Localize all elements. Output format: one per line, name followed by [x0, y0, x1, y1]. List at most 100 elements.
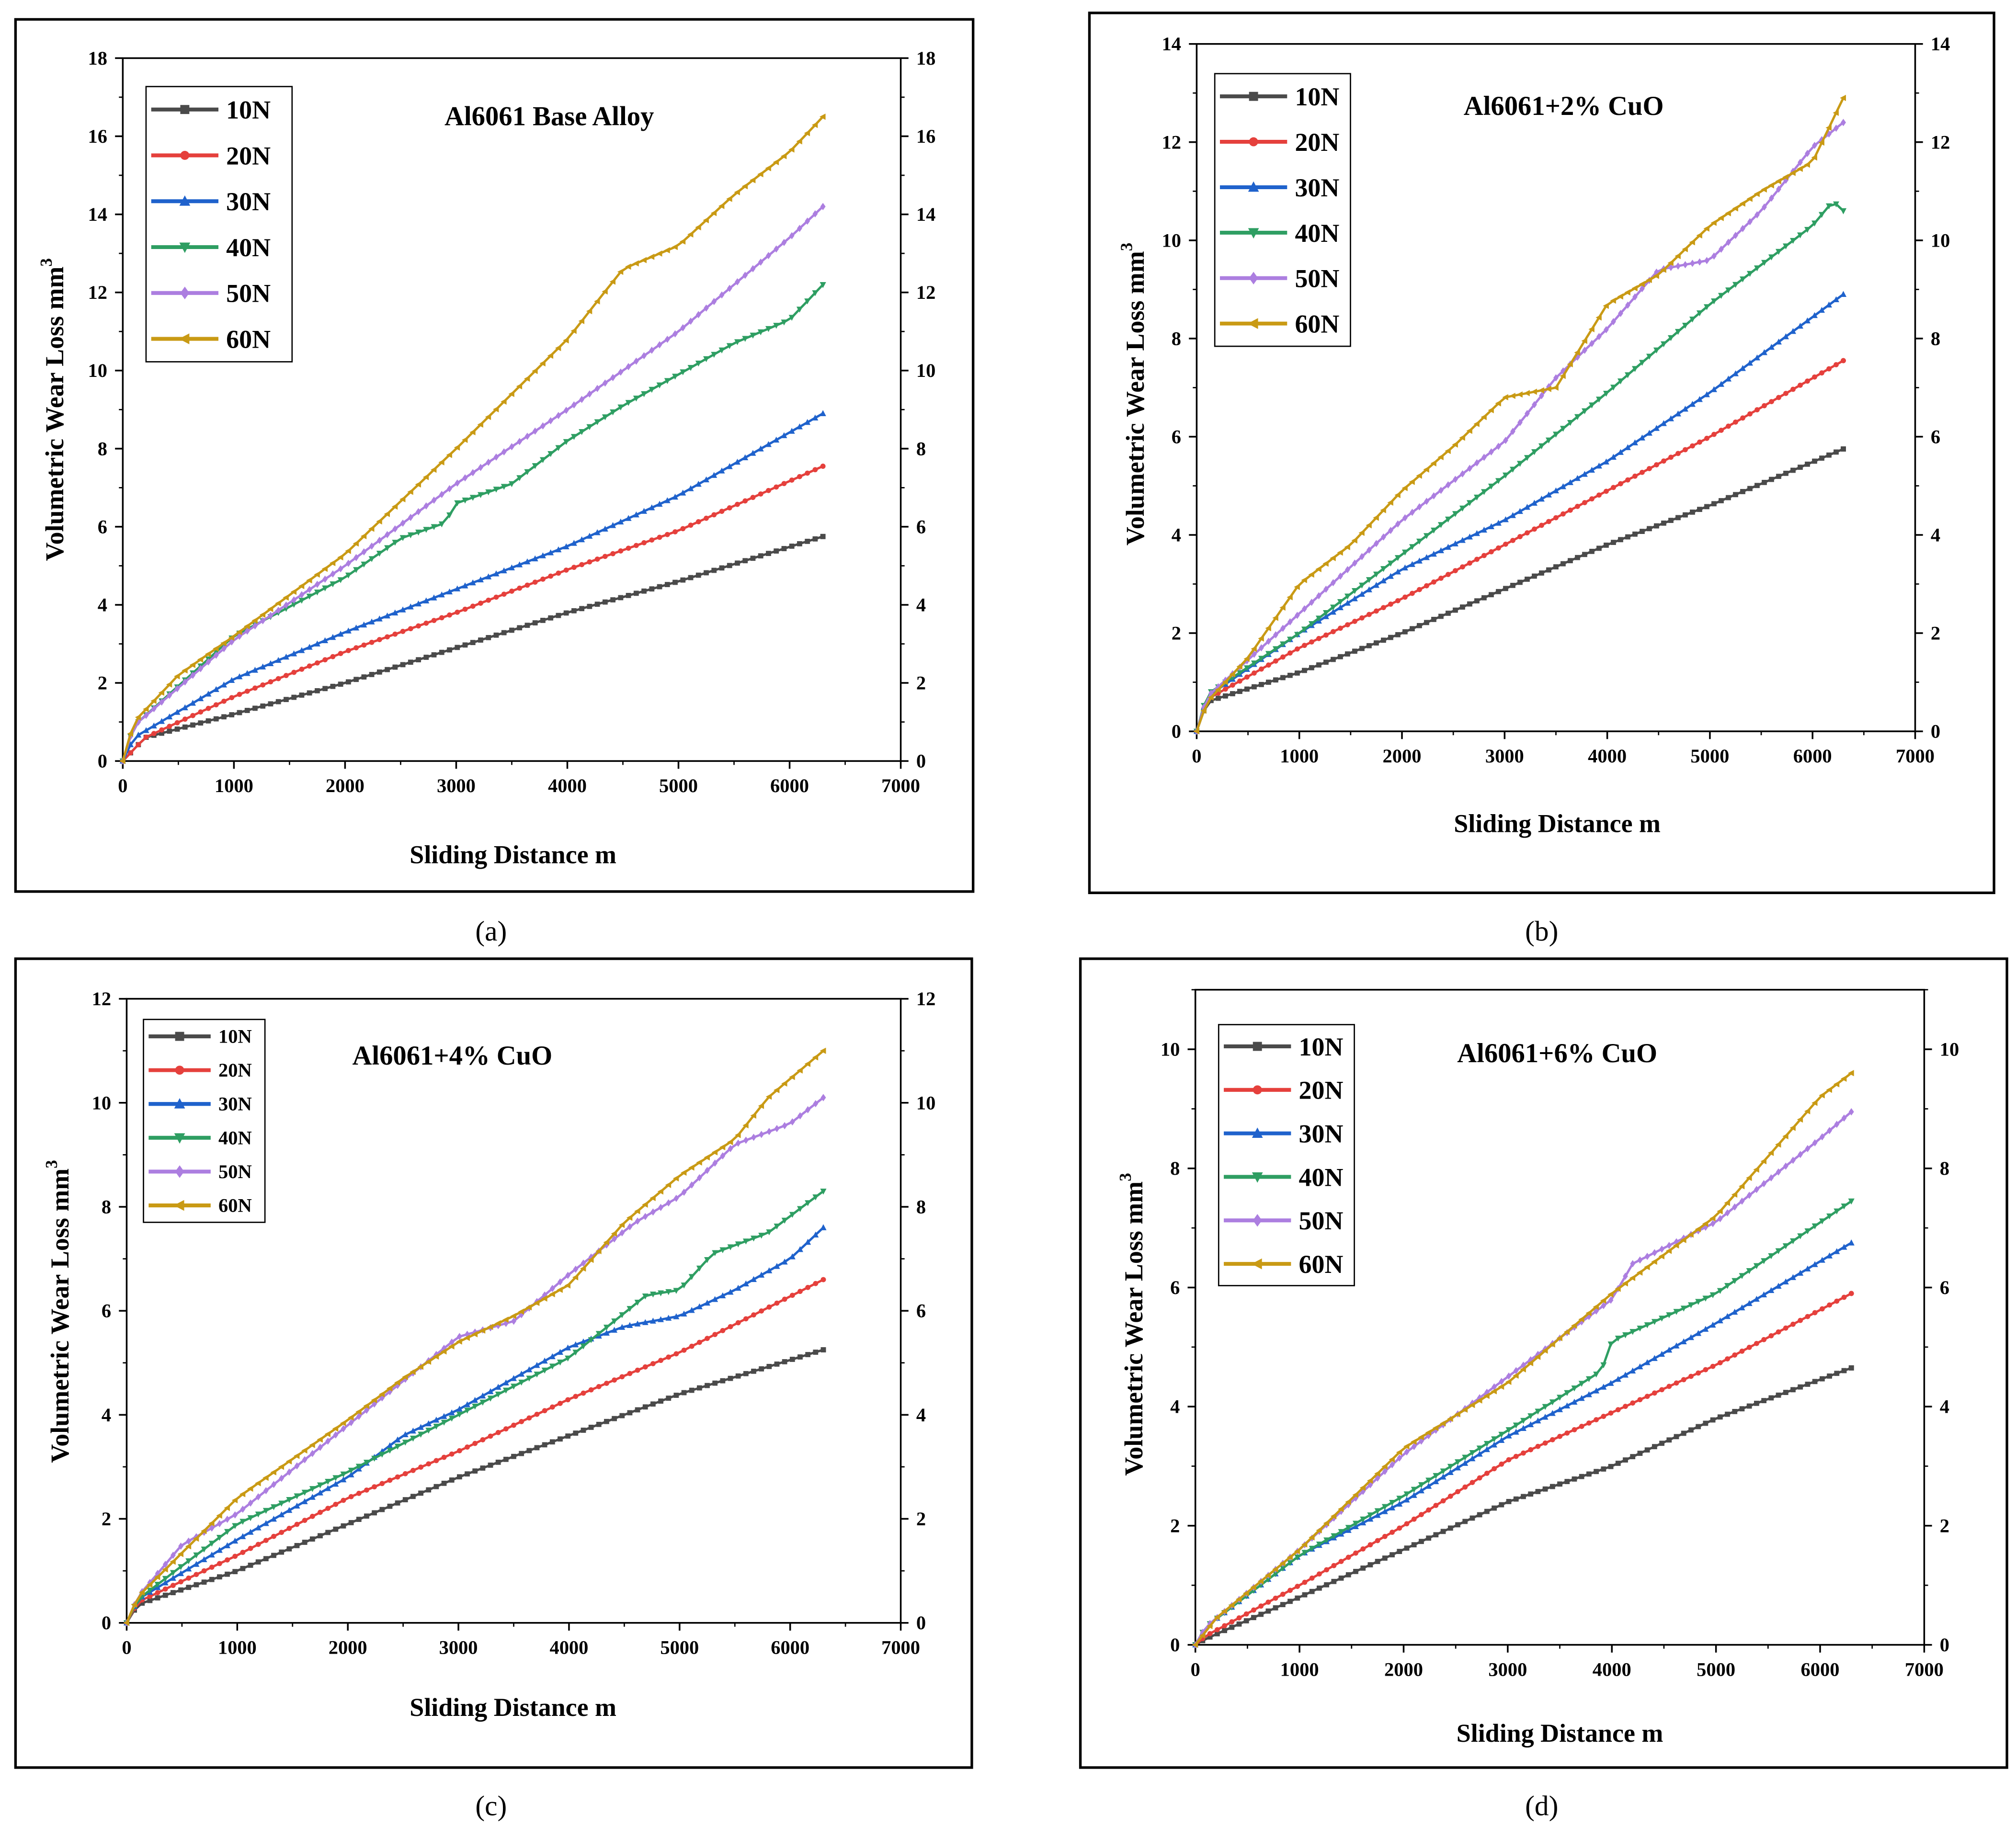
marker-square [441, 1480, 447, 1486]
marker-square [1338, 1575, 1344, 1581]
series-line-10N [122, 535, 823, 762]
marker-square [462, 642, 468, 648]
marker-circle [418, 1464, 423, 1470]
marker-triangle-left [267, 606, 273, 613]
marker-triangle-up [1423, 554, 1430, 560]
marker-square [695, 572, 701, 578]
marker-diamond [1711, 252, 1717, 260]
marker-triangle-up [1502, 516, 1509, 522]
marker-triangle-down [751, 1236, 757, 1242]
marker-triangle-left [1811, 1100, 1818, 1106]
marker-triangle-left [1552, 384, 1559, 391]
marker-circle [480, 1437, 486, 1442]
marker-diamond [1697, 258, 1702, 266]
marker-triangle-down [1775, 1248, 1782, 1254]
y-axis-label-superscript: 3 [1116, 1173, 1135, 1181]
marker-square [1768, 1395, 1774, 1401]
marker-circle [1499, 1461, 1504, 1467]
marker-square [1484, 1509, 1490, 1514]
marker-triangle-down [314, 590, 320, 596]
marker-square [1769, 477, 1774, 482]
marker-square [294, 1543, 300, 1548]
marker-triangle-up [1374, 1512, 1381, 1518]
marker-triangle-up [1653, 425, 1660, 431]
marker-diamond [1331, 579, 1336, 587]
marker-diamond [1382, 1467, 1388, 1475]
marker-square [162, 1592, 168, 1598]
marker-square [1431, 617, 1436, 622]
marker-circle [728, 1324, 733, 1329]
marker-square [742, 558, 748, 564]
legend-label: 30N [218, 1093, 252, 1115]
marker-circle [556, 570, 561, 576]
marker-triangle-up [641, 508, 648, 514]
marker-triangle-up [611, 1327, 618, 1333]
marker-square [353, 677, 359, 682]
marker-diamond [1417, 503, 1422, 511]
marker-triangle-up [306, 644, 313, 650]
marker-triangle-left [1502, 394, 1508, 400]
marker-square [501, 630, 507, 635]
marker-triangle-down [1639, 360, 1645, 366]
marker-triangle-left [1374, 1470, 1380, 1477]
marker-square [1690, 510, 1695, 515]
marker-triangle-left [283, 594, 289, 601]
marker-triangle-left [1491, 1388, 1497, 1395]
legend-item-60N: 60N [1219, 310, 1339, 339]
marker-circle [532, 579, 538, 585]
marker-triangle-up [159, 718, 165, 724]
marker-triangle-down [1330, 604, 1336, 611]
marker-triangle-left [1243, 1590, 1249, 1597]
marker-diamond [1690, 260, 1695, 267]
marker-square [1237, 689, 1242, 694]
marker-triangle-left [1629, 1275, 1636, 1282]
marker-circle [524, 582, 530, 588]
marker-triangle-left [259, 612, 266, 618]
marker-triangle-left [649, 1195, 656, 1202]
marker-triangle-up [534, 1362, 540, 1368]
marker-triangle-down [1308, 621, 1315, 627]
marker-square [1696, 1424, 1701, 1430]
marker-triangle-left [1804, 161, 1810, 168]
marker-triangle-left [179, 333, 190, 344]
marker-triangle-down [781, 319, 787, 326]
marker-triangle-down [399, 535, 406, 541]
marker-triangle-down [1753, 1263, 1760, 1270]
marker-circle [1316, 635, 1321, 641]
marker-triangle-left [648, 253, 655, 260]
marker-triangle-up [1668, 415, 1674, 421]
marker-triangle-left [239, 1491, 246, 1498]
marker-square [1440, 1529, 1446, 1534]
marker-diamond [532, 427, 538, 435]
y-tick-label-left: 8 [102, 1196, 111, 1217]
marker-circle [1812, 374, 1817, 380]
marker-circle [1827, 1302, 1832, 1308]
marker-triangle-up [1373, 582, 1379, 588]
panel-caption: (b) [1525, 915, 1558, 947]
marker-circle [364, 1487, 369, 1493]
marker-circle [213, 702, 219, 708]
marker-square [1579, 1474, 1584, 1479]
marker-triangle-left [461, 437, 468, 443]
marker-square [1615, 1461, 1621, 1466]
legend-label: 50N [218, 1161, 252, 1182]
marker-triangle-left [1549, 1341, 1555, 1348]
marker-triangle-down [758, 1233, 765, 1239]
marker-diamond [325, 1437, 331, 1445]
marker-triangle-up [493, 570, 500, 577]
marker-diamond [299, 591, 305, 599]
marker-diamond [1492, 1383, 1497, 1391]
marker-square [1489, 592, 1494, 598]
marker-triangle-left [1738, 1183, 1745, 1190]
marker-triangle-left [1724, 1200, 1730, 1206]
marker-triangle-left [1258, 635, 1264, 642]
marker-triangle-up [774, 1263, 780, 1269]
marker-triangle-left [611, 1230, 617, 1237]
marker-square [758, 553, 763, 559]
marker-square [1273, 1605, 1278, 1611]
marker-triangle-down [1571, 1385, 1578, 1392]
marker-circle [232, 1554, 238, 1559]
marker-diamond [1467, 465, 1472, 472]
marker-square [1433, 1532, 1439, 1538]
